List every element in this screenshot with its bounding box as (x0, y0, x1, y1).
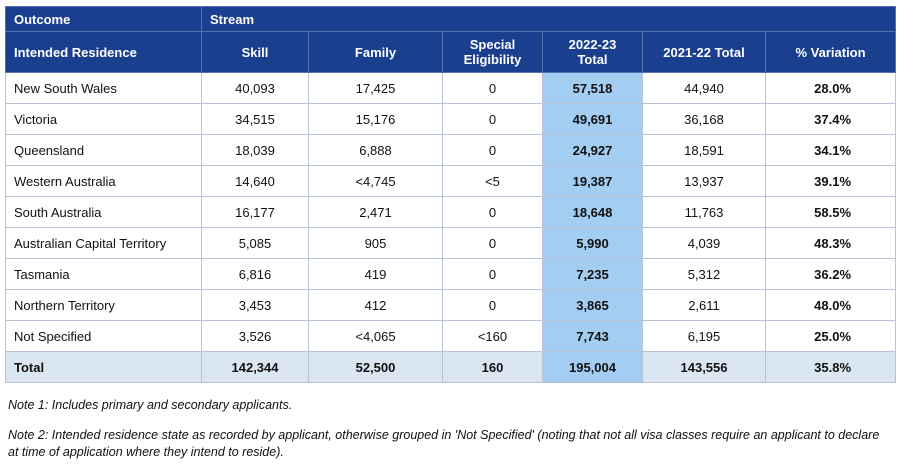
cell-variation: 37.4% (764, 103, 897, 135)
cell-residence: Tasmania (5, 258, 202, 290)
column-header-total-2022-23-line2: Total (577, 52, 608, 67)
cell-variation: 48.3% (764, 227, 897, 259)
column-header-total-2022-23-line1: 2022-23 (568, 37, 617, 52)
column-header-special: Special Eligibility (442, 31, 543, 73)
cell-total-2021-22: 6,195 (642, 320, 766, 352)
table-row: Not Specified 3,526 <4,065 <160 7,743 6,… (5, 320, 897, 352)
header-row-outcome: Outcome Stream (5, 6, 897, 32)
cell-total-2022-23: 19,387 (542, 165, 643, 197)
cell-variation: 48.0% (764, 289, 897, 321)
cell-skill: 18,039 (201, 134, 309, 166)
column-header-total-2022-23: 2022-23 Total (542, 31, 643, 73)
cell-residence: Western Australia (5, 165, 202, 197)
cell-special: 0 (442, 196, 543, 228)
cell-total-2022-23: 7,235 (542, 258, 643, 290)
table-row: Australian Capital Territory 5,085 905 0… (5, 227, 897, 259)
header-outcome: Outcome (5, 6, 202, 32)
cell-total-family: 52,500 (308, 351, 443, 383)
table-row: Western Australia 14,640 <4,745 <5 19,38… (5, 165, 897, 197)
header-row-columns: Intended Residence Skill Family Special … (5, 31, 897, 73)
column-header-special-line1: Special (469, 37, 516, 52)
cell-family: 6,888 (308, 134, 443, 166)
cell-family: 15,176 (308, 103, 443, 135)
cell-special: 0 (442, 227, 543, 259)
cell-total-2021-22: 13,937 (642, 165, 766, 197)
cell-family: <4,065 (308, 320, 443, 352)
cell-variation: 39.1% (764, 165, 897, 197)
cell-variation: 34.1% (764, 134, 897, 166)
cell-special: 0 (442, 72, 543, 104)
cell-total-2021-22: 36,168 (642, 103, 766, 135)
column-header-special-line2: Eligibility (463, 52, 522, 67)
column-header-residence: Intended Residence (5, 31, 202, 73)
table-row: Queensland 18,039 6,888 0 24,927 18,591 … (5, 134, 897, 166)
total-row: Total 142,344 52,500 160 195,004 143,556… (5, 351, 897, 383)
cell-variation: 36.2% (764, 258, 897, 290)
cell-total-2022-23: 3,865 (542, 289, 643, 321)
cell-total-special: 160 (442, 351, 543, 383)
cell-variation: 58.5% (764, 196, 897, 228)
cell-total-2021-22-sum: 143,556 (642, 351, 766, 383)
cell-family: 412 (308, 289, 443, 321)
header-stream: Stream (200, 6, 897, 32)
table-row: Northern Territory 3,453 412 0 3,865 2,6… (5, 289, 897, 321)
cell-total-2021-22: 4,039 (642, 227, 766, 259)
note-2: Note 2: Intended residence state as reco… (8, 428, 880, 459)
cell-variation: 28.0% (764, 72, 897, 104)
cell-special: 0 (442, 134, 543, 166)
cell-total-2022-23-sum: 195,004 (542, 351, 643, 383)
cell-special: <160 (442, 320, 543, 352)
cell-skill: 16,177 (201, 196, 309, 228)
cell-skill: 3,526 (201, 320, 309, 352)
table-row: South Australia 16,177 2,471 0 18,648 11… (5, 196, 897, 228)
cell-residence: New South Wales (5, 72, 202, 104)
cell-total-2022-23: 5,990 (542, 227, 643, 259)
cell-special: <5 (442, 165, 543, 197)
cell-family: 419 (308, 258, 443, 290)
cell-residence: Not Specified (5, 320, 202, 352)
cell-total-variation: 35.8% (764, 351, 897, 383)
cell-residence: South Australia (5, 196, 202, 228)
cell-special: 0 (442, 103, 543, 135)
cell-residence: Northern Territory (5, 289, 202, 321)
column-header-family: Family (308, 31, 443, 73)
cell-family: 17,425 (308, 72, 443, 104)
cell-total-2022-23: 24,927 (542, 134, 643, 166)
cell-total-skill: 142,344 (201, 351, 309, 383)
cell-skill: 5,085 (201, 227, 309, 259)
cell-total-2021-22: 5,312 (642, 258, 766, 290)
cell-skill: 14,640 (201, 165, 309, 197)
cell-total-2021-22: 11,763 (642, 196, 766, 228)
column-header-variation: % Variation (764, 31, 897, 73)
cell-skill: 40,093 (201, 72, 309, 104)
table-row: Tasmania 6,816 419 0 7,235 5,312 36.2% (5, 258, 897, 290)
cell-residence: Australian Capital Territory (5, 227, 202, 259)
cell-residence: Queensland (5, 134, 202, 166)
table-row: Victoria 34,515 15,176 0 49,691 36,168 3… (5, 103, 897, 135)
residence-table: Outcome Stream Intended Residence Skill … (5, 6, 897, 383)
cell-total-label: Total (5, 351, 202, 383)
cell-family: <4,745 (308, 165, 443, 197)
table-row: New South Wales 40,093 17,425 0 57,518 4… (5, 72, 897, 104)
cell-skill: 6,816 (201, 258, 309, 290)
column-header-total-2021-22: 2021-22 Total (642, 31, 766, 73)
column-header-skill: Skill (201, 31, 309, 73)
cell-residence: Victoria (5, 103, 202, 135)
cell-skill: 34,515 (201, 103, 309, 135)
cell-total-2022-23: 57,518 (542, 72, 643, 104)
cell-total-2021-22: 2,611 (642, 289, 766, 321)
cell-total-2021-22: 18,591 (642, 134, 766, 166)
cell-family: 2,471 (308, 196, 443, 228)
cell-total-2021-22: 44,940 (642, 72, 766, 104)
cell-special: 0 (442, 289, 543, 321)
cell-variation: 25.0% (764, 320, 897, 352)
cell-total-2022-23: 7,743 (542, 320, 643, 352)
note-1: Note 1: Includes primary and secondary a… (8, 398, 293, 412)
cell-family: 905 (308, 227, 443, 259)
cell-special: 0 (442, 258, 543, 290)
cell-total-2022-23: 18,648 (542, 196, 643, 228)
cell-skill: 3,453 (201, 289, 309, 321)
cell-total-2022-23: 49,691 (542, 103, 643, 135)
